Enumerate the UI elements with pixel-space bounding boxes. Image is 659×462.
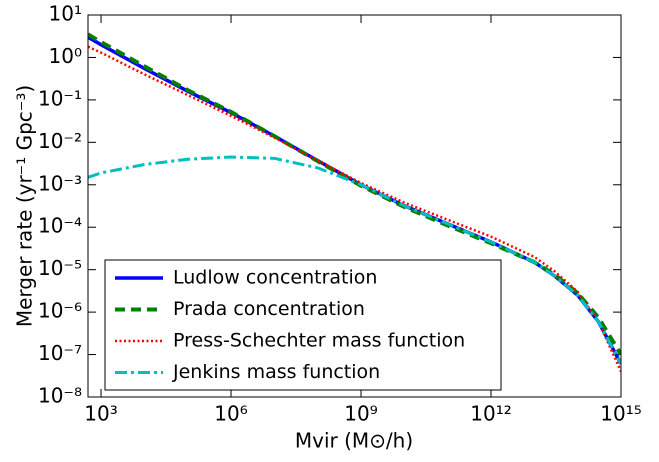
series-line [88,45,621,372]
y-tick-label: 10⁻¹ [38,86,82,110]
plot-area [88,32,621,372]
x-tick-label: 10⁹ [344,402,377,426]
y-tick-label: 10⁻³ [38,171,82,195]
legend-label: Press-Schechter mass function [173,330,465,352]
y-axis-label: Merger rate (yr⁻¹ Gpc⁻³) [13,85,37,327]
legend-label: Ludlow concentration [173,267,377,289]
series-line [88,155,621,365]
x-axis-label: Mvir (M⊙/h) [295,429,413,453]
x-tick-label: 10³ [84,402,117,426]
y-tick-label: 10⁰ [49,44,82,68]
y-tick-label: 10⁻⁵ [38,256,82,280]
x-tick-label: 10¹² [470,402,511,426]
legend-box [104,259,502,391]
x-tick-label: 10¹⁵ [600,402,641,426]
x-tick-label: 10⁶ [214,402,247,426]
y-tick-label: 10¹ [49,2,82,26]
legend-label: Prada concentration [173,298,365,320]
y-tick-label: 10⁻⁷ [38,341,82,365]
y-tick-label: 10⁻⁴ [38,214,82,238]
plot-frame [87,14,622,398]
y-tick-label: 10⁻⁸ [38,384,82,408]
y-tick-label: 10⁻⁶ [38,299,82,323]
legend-label: Jenkins mass function [172,361,380,383]
y-tick-label: 10⁻² [38,129,82,153]
